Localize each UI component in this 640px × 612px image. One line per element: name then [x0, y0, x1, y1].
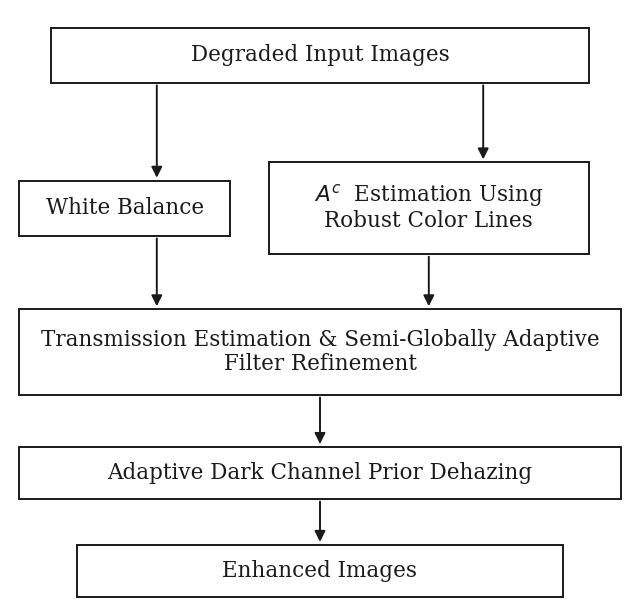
- FancyBboxPatch shape: [269, 162, 589, 254]
- FancyBboxPatch shape: [19, 309, 621, 395]
- Text: Enhanced Images: Enhanced Images: [223, 560, 417, 581]
- Text: White Balance: White Balance: [45, 197, 204, 219]
- FancyBboxPatch shape: [19, 447, 621, 499]
- FancyBboxPatch shape: [19, 181, 230, 236]
- Text: $\mathit{A}^c$  Estimation Using: $\mathit{A}^c$ Estimation Using: [314, 182, 543, 209]
- Text: Adaptive Dark Channel Prior Dehazing: Adaptive Dark Channel Prior Dehazing: [108, 462, 532, 483]
- FancyBboxPatch shape: [51, 28, 589, 83]
- Text: Robust Color Lines: Robust Color Lines: [324, 210, 533, 232]
- Text: Filter Refinement: Filter Refinement: [223, 353, 417, 375]
- Text: Transmission Estimation & Semi-Globally Adaptive: Transmission Estimation & Semi-Globally …: [41, 329, 599, 351]
- FancyBboxPatch shape: [77, 545, 563, 597]
- Text: Degraded Input Images: Degraded Input Images: [191, 44, 449, 66]
